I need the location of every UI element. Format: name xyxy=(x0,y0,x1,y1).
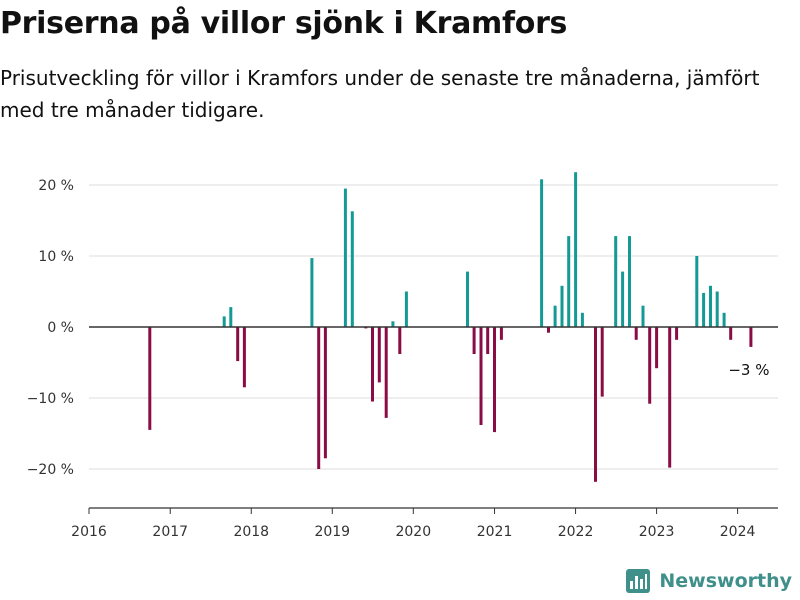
y-tick-label: 20 % xyxy=(38,178,74,194)
y-tick-label: −10 % xyxy=(27,391,74,407)
bar-positive xyxy=(229,307,233,327)
x-tick-label: 2020 xyxy=(395,524,431,540)
bar-negative xyxy=(749,327,753,347)
bar-positive xyxy=(553,305,557,327)
bar-negative xyxy=(600,327,604,397)
axes: 20 % 10 % 0 % −10 % −20 % 2016 2017 2018 2019 202… xyxy=(27,178,778,540)
chart-subtitle: Prisutveckling för villor i Kramfors und… xyxy=(0,66,760,122)
x-tick-label: 2023 xyxy=(639,524,675,540)
bar-positive xyxy=(574,172,578,327)
bar-positive xyxy=(628,236,631,327)
bar-negative xyxy=(648,327,652,404)
bar-positive xyxy=(391,321,395,327)
y-tick-label: −20 % xyxy=(27,462,74,478)
newsworthy-brand: Newsworthy xyxy=(625,568,792,594)
bar-negative xyxy=(668,327,672,468)
bar-positive xyxy=(715,291,719,327)
grid-lines xyxy=(89,184,778,470)
bar-positive xyxy=(709,285,712,327)
x-tick-label: 2021 xyxy=(477,524,513,540)
x-tick-label: 2019 xyxy=(314,524,350,540)
bar-negative xyxy=(634,327,638,340)
bar-negative xyxy=(729,327,733,340)
bar-negative xyxy=(472,327,476,354)
bar-negative xyxy=(398,327,402,354)
bar-positive xyxy=(702,292,706,327)
bar-negative xyxy=(317,327,321,469)
bar-positive xyxy=(580,312,584,327)
chart-title: Priserna på villor sjönk i Kramfors xyxy=(0,6,568,41)
x-tick-label: 2022 xyxy=(558,524,594,540)
bar-positive xyxy=(621,271,625,327)
bar-positive xyxy=(695,256,699,327)
x-tick-label: 2016 xyxy=(71,524,107,540)
bar-positive xyxy=(614,236,618,327)
bar-negative xyxy=(323,327,327,459)
bar-negative xyxy=(242,327,246,388)
bar-negative xyxy=(377,327,381,383)
x-tick-label: 2018 xyxy=(233,524,269,540)
bar-positive xyxy=(404,291,408,327)
bar-positive xyxy=(350,211,354,327)
bar-positive xyxy=(560,285,564,327)
bar-positive xyxy=(641,305,645,327)
brand-name: Newsworthy xyxy=(659,570,792,592)
bar-negative xyxy=(499,327,503,340)
bar-negative xyxy=(547,327,550,333)
bar-negative xyxy=(655,327,659,369)
bar-negative xyxy=(371,327,374,402)
bar-negative xyxy=(148,327,152,430)
y-tick-label: 0 % xyxy=(47,320,74,336)
bar-negative xyxy=(236,327,240,362)
bar-chart-logo-icon xyxy=(626,569,651,593)
bar-series xyxy=(148,172,753,482)
bar-positive xyxy=(343,188,347,327)
y-tick-label: 10 % xyxy=(38,249,74,265)
x-tick-label: 2024 xyxy=(720,524,756,540)
bar-positive xyxy=(567,236,571,327)
bar-negative xyxy=(486,327,490,354)
bar-negative xyxy=(479,327,483,425)
bar-positive xyxy=(722,312,726,327)
bar-negative xyxy=(675,327,679,340)
bar-positive xyxy=(310,258,314,327)
bar-negative xyxy=(384,327,388,418)
bar-negative xyxy=(594,327,597,482)
bar-positive xyxy=(540,179,544,327)
bar-negative xyxy=(493,327,496,433)
bar-positive xyxy=(222,316,226,327)
x-tick-label: 2017 xyxy=(152,524,188,540)
last-value-annotation: −3 % xyxy=(728,361,769,379)
bar-positive xyxy=(466,271,469,327)
